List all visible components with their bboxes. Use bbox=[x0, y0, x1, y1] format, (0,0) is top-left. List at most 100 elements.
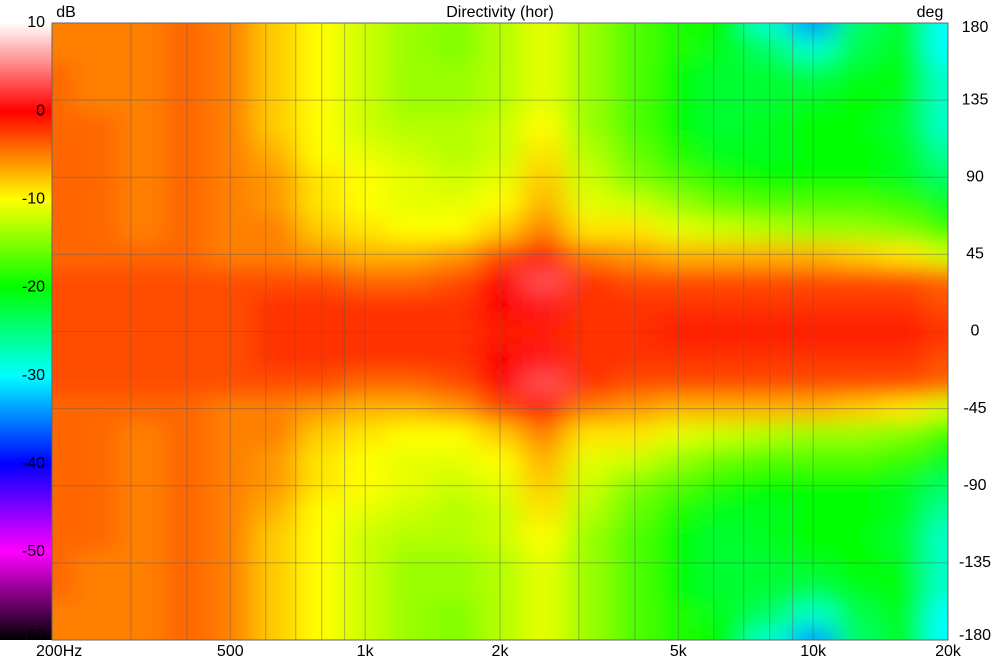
heat-cell bbox=[252, 395, 299, 422]
heat-cell bbox=[208, 370, 254, 397]
heat-cell bbox=[252, 627, 299, 640]
y-tick-label: 180 bbox=[962, 19, 989, 36]
heat-cell bbox=[700, 190, 747, 217]
heat-cell bbox=[343, 370, 388, 397]
heat-cell bbox=[565, 395, 613, 422]
heat-cell bbox=[834, 61, 882, 88]
heat-cell bbox=[478, 241, 523, 268]
heat-cell bbox=[521, 318, 567, 345]
heat-cell bbox=[926, 23, 948, 37]
heat-cell bbox=[611, 190, 658, 217]
heat-cell bbox=[926, 421, 948, 448]
heat-cell bbox=[432, 472, 479, 500]
heat-cell bbox=[478, 318, 523, 345]
heat-cell bbox=[746, 164, 792, 191]
heat-cell bbox=[746, 87, 792, 114]
heat-cell bbox=[565, 138, 613, 165]
heat-cell bbox=[478, 601, 523, 628]
heat-cell bbox=[252, 575, 299, 602]
heat-cell bbox=[926, 267, 948, 294]
heat-cell bbox=[73, 472, 119, 500]
heat-cell bbox=[700, 601, 747, 628]
x-tick-label: 200Hz bbox=[36, 643, 82, 660]
heat-cell bbox=[791, 524, 836, 551]
heat-cell bbox=[746, 421, 792, 448]
heat-cell bbox=[521, 550, 567, 577]
heat-cell bbox=[880, 601, 927, 628]
heat-cell bbox=[834, 421, 882, 448]
heat-cell bbox=[700, 241, 747, 268]
heat-cell bbox=[791, 267, 836, 294]
heat-cell bbox=[834, 35, 882, 63]
heat-cell bbox=[521, 395, 567, 422]
heat-cell bbox=[298, 395, 344, 422]
heat-cell bbox=[163, 87, 210, 114]
heat-cell bbox=[163, 344, 210, 371]
heat-cell bbox=[834, 524, 882, 551]
heat-cell bbox=[343, 344, 388, 371]
heat-cell bbox=[432, 35, 479, 63]
heat-cell bbox=[386, 138, 434, 165]
heat-cell bbox=[746, 23, 792, 37]
heat-cell bbox=[880, 112, 927, 140]
heat-cell bbox=[163, 370, 210, 397]
heat-cell bbox=[656, 35, 702, 63]
heat-cell bbox=[432, 292, 479, 320]
heat-cell bbox=[386, 61, 434, 88]
heat-cell bbox=[834, 395, 882, 422]
heat-cell bbox=[432, 138, 479, 165]
heat-cell bbox=[208, 164, 254, 191]
heat-cell bbox=[478, 627, 523, 640]
heat-cell bbox=[926, 241, 948, 268]
heat-cell bbox=[298, 267, 344, 294]
heat-cell bbox=[746, 498, 792, 525]
heat-cell bbox=[834, 344, 882, 371]
heat-cell bbox=[700, 344, 747, 371]
heat-cell bbox=[386, 241, 434, 268]
heat-cell bbox=[343, 190, 388, 217]
heat-cell bbox=[208, 112, 254, 140]
y-tick-label: -135 bbox=[959, 554, 991, 571]
heat-cell bbox=[700, 550, 747, 577]
heat-cell bbox=[478, 344, 523, 371]
heat-cell bbox=[208, 447, 254, 474]
heat-cell bbox=[298, 87, 344, 114]
heat-cell bbox=[252, 472, 299, 500]
heat-cell bbox=[386, 421, 434, 448]
heat-cell bbox=[791, 498, 836, 525]
heat-cell bbox=[432, 395, 479, 422]
heat-cell bbox=[432, 370, 479, 397]
heat-cell bbox=[834, 575, 882, 602]
heat-cell bbox=[791, 292, 836, 320]
heat-cell bbox=[163, 267, 210, 294]
heat-cell bbox=[926, 601, 948, 628]
heat-cell bbox=[834, 267, 882, 294]
heat-cell bbox=[834, 447, 882, 474]
heat-cell bbox=[521, 472, 567, 500]
heat-cell bbox=[791, 447, 836, 474]
heat-cell bbox=[252, 138, 299, 165]
heat-cell bbox=[611, 138, 658, 165]
heat-cell bbox=[791, 23, 836, 37]
heat-cell bbox=[926, 138, 948, 165]
heat-cell bbox=[386, 575, 434, 602]
heat-cell bbox=[298, 344, 344, 371]
heat-cell bbox=[208, 61, 254, 88]
heat-cell bbox=[73, 318, 119, 345]
y-tick-label: 0 bbox=[971, 323, 980, 340]
heat-cell bbox=[163, 575, 210, 602]
heat-cell bbox=[163, 524, 210, 551]
heat-cell bbox=[208, 395, 254, 422]
heat-cell bbox=[343, 601, 388, 628]
heat-cell bbox=[880, 241, 927, 268]
heat-cell bbox=[298, 35, 344, 63]
heat-cell bbox=[343, 112, 388, 140]
heat-cell bbox=[298, 318, 344, 345]
heat-cell bbox=[252, 164, 299, 191]
heat-cell bbox=[163, 164, 210, 191]
heat-cell bbox=[478, 190, 523, 217]
heat-cell bbox=[298, 138, 344, 165]
heat-cell bbox=[611, 344, 658, 371]
heat-cell bbox=[386, 627, 434, 640]
heat-cell bbox=[926, 112, 948, 140]
